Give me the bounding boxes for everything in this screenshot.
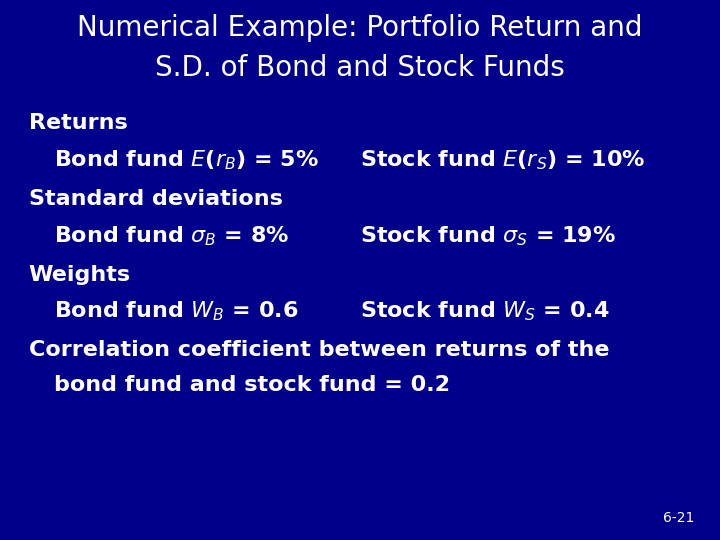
Text: Bond fund $E$($r_B$) = 5%: Bond fund $E$($r_B$) = 5%: [54, 148, 319, 172]
Text: Bond fund $W_B$ = 0.6: Bond fund $W_B$ = 0.6: [54, 300, 299, 323]
Text: Stock fund $W_S$ = 0.4: Stock fund $W_S$ = 0.4: [360, 300, 610, 323]
Text: Correlation coefficient between returns of the: Correlation coefficient between returns …: [29, 340, 609, 360]
Text: Stock fund $E$($r_S$) = 10%: Stock fund $E$($r_S$) = 10%: [360, 148, 645, 172]
Text: Standard deviations: Standard deviations: [29, 189, 283, 209]
Text: S.D. of Bond and Stock Funds: S.D. of Bond and Stock Funds: [155, 54, 565, 82]
Text: Weights: Weights: [29, 265, 131, 285]
Text: Returns: Returns: [29, 113, 127, 133]
Text: bond fund and stock fund = 0.2: bond fund and stock fund = 0.2: [54, 375, 450, 395]
Text: Numerical Example: Portfolio Return and: Numerical Example: Portfolio Return and: [77, 14, 643, 42]
Text: Bond fund $\sigma_B$ = 8%: Bond fund $\sigma_B$ = 8%: [54, 224, 289, 248]
Text: Stock fund $\sigma_S$ = 19%: Stock fund $\sigma_S$ = 19%: [360, 224, 616, 248]
Text: 6-21: 6-21: [663, 511, 695, 525]
